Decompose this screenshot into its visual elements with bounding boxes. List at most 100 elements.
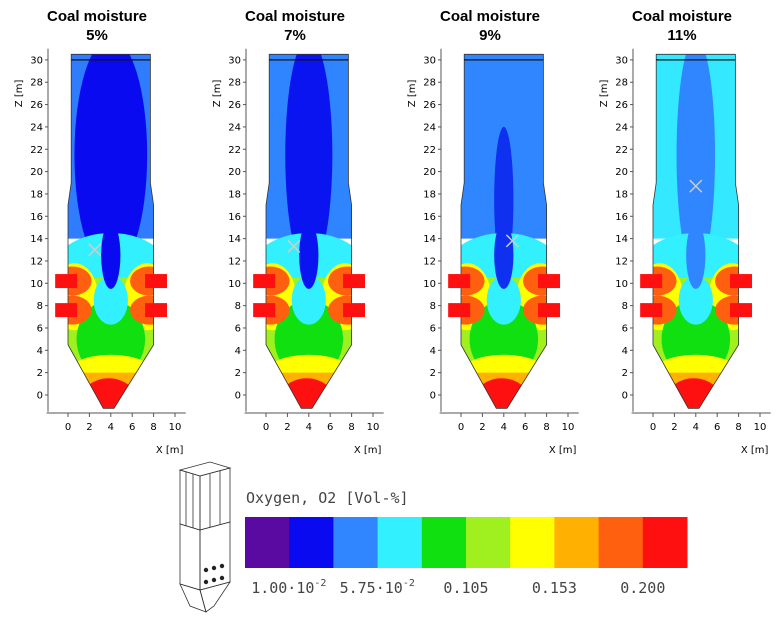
- x-tick-label: 6: [129, 422, 135, 433]
- legend-swatch: [421, 517, 467, 568]
- furnace-outline: [265, 53, 353, 409]
- z-tick-label: 2: [235, 368, 241, 379]
- z-tick-label: 16: [423, 212, 436, 223]
- z-tick-label: 18: [423, 189, 436, 200]
- z-tick-label: 10: [228, 279, 241, 290]
- z-tick-label: 30: [228, 55, 241, 66]
- plume: [74, 54, 148, 273]
- plume-low: [101, 221, 121, 289]
- z-tick-label: 12: [615, 256, 628, 267]
- x-tick-label: 8: [348, 422, 354, 433]
- panel-title: Coal moisture: [440, 8, 540, 25]
- x-tick-label: 10: [562, 422, 575, 433]
- z-axis-label: Z [m]: [599, 80, 610, 108]
- cyan-core: [486, 275, 521, 325]
- x-tick-label: 0: [65, 422, 71, 433]
- z-tick-label: 20: [30, 167, 43, 178]
- z-tick-label: 2: [622, 368, 628, 379]
- z-tick-label: 22: [228, 145, 241, 156]
- legend-swatch: [554, 517, 600, 568]
- legend-swatch: [466, 517, 511, 568]
- x-tick-label: 4: [693, 422, 699, 433]
- x-axis-label: X [m]: [156, 445, 184, 456]
- z-tick-label: 24: [228, 122, 241, 133]
- z-tick-label: 30: [615, 55, 628, 66]
- burner: [253, 303, 276, 318]
- z-tick-label: 18: [228, 189, 241, 200]
- legend-label-exponent: -2: [403, 578, 415, 589]
- z-tick-label: 30: [30, 55, 43, 66]
- legend-swatch: [510, 517, 555, 568]
- panel: Coal moisture5%0246810121416182022242628…: [14, 8, 186, 456]
- x-axis-label: X [m]: [741, 445, 769, 456]
- z-tick-label: 10: [30, 279, 43, 290]
- z-tick-label: 24: [615, 122, 628, 133]
- z-tick-label: 10: [423, 279, 436, 290]
- z-tick-label: 28: [228, 78, 241, 89]
- z-tick-label: 28: [615, 78, 628, 89]
- plume: [676, 54, 716, 273]
- burner: [538, 303, 561, 318]
- z-tick-label: 18: [615, 189, 628, 200]
- burner: [55, 303, 78, 318]
- z-tick-label: 22: [423, 145, 436, 156]
- plume-low: [299, 221, 319, 289]
- panel-moisture: 9%: [479, 27, 501, 44]
- cyan-core: [678, 275, 713, 325]
- z-tick-label: 10: [615, 279, 628, 290]
- plume-low: [494, 221, 514, 289]
- z-tick-label: 14: [228, 234, 241, 245]
- burner: [730, 274, 753, 289]
- z-tick-label: 20: [228, 167, 241, 178]
- z-tick-label: 16: [30, 212, 43, 223]
- legend-label-mantissa: 5.75·10: [340, 579, 403, 597]
- panel: Coal moisture9%0246810121416182022242628…: [407, 8, 579, 456]
- plume: [285, 54, 333, 273]
- red-hopper: [473, 378, 530, 409]
- z-tick-label: 6: [622, 323, 628, 334]
- z-tick-label: 16: [615, 212, 628, 223]
- x-tick-label: 2: [479, 422, 485, 433]
- burner: [640, 303, 663, 318]
- legend-label: 0.153: [532, 579, 577, 597]
- furnace-outline: [67, 53, 155, 409]
- x-tick-label: 4: [501, 422, 507, 433]
- x-axis-label: X [m]: [354, 445, 382, 456]
- x-tick-label: 0: [263, 422, 269, 433]
- red-hopper: [80, 378, 137, 409]
- z-tick-label: 26: [30, 100, 43, 111]
- x-tick-label: 8: [150, 422, 156, 433]
- z-tick-label: 8: [622, 301, 628, 312]
- burner: [253, 274, 276, 289]
- x-tick-label: 4: [108, 422, 114, 433]
- burner: [343, 303, 366, 318]
- z-tick-label: 22: [30, 145, 43, 156]
- z-axis-label: Z [m]: [212, 80, 223, 108]
- legend-swatch: [377, 517, 423, 568]
- red-hopper: [665, 378, 722, 409]
- x-tick-label: 6: [327, 422, 333, 433]
- burner: [145, 303, 168, 318]
- z-tick-label: 0: [235, 391, 241, 402]
- z-tick-label: 14: [615, 234, 628, 245]
- burner: [55, 274, 78, 289]
- legend-label: 0.105: [443, 579, 488, 597]
- legend-label: 5.75·10-2: [340, 578, 415, 597]
- contour-field: [461, 54, 547, 409]
- z-tick-label: 6: [235, 323, 241, 334]
- panel-moisture: 5%: [86, 27, 108, 44]
- x-axis-label: X [m]: [549, 445, 577, 456]
- cyan-core: [291, 275, 326, 325]
- legend-swatch: [289, 517, 334, 568]
- x-tick-label: 10: [367, 422, 380, 433]
- z-tick-label: 28: [30, 78, 43, 89]
- red-hopper: [278, 378, 335, 409]
- z-axis-label: Z [m]: [407, 80, 418, 108]
- z-tick-label: 4: [622, 346, 628, 357]
- burner: [448, 274, 471, 289]
- legend-label-mantissa: 1.00·10: [251, 579, 314, 597]
- z-tick-label: 22: [615, 145, 628, 156]
- x-tick-label: 0: [650, 422, 656, 433]
- z-tick-label: 18: [30, 189, 43, 200]
